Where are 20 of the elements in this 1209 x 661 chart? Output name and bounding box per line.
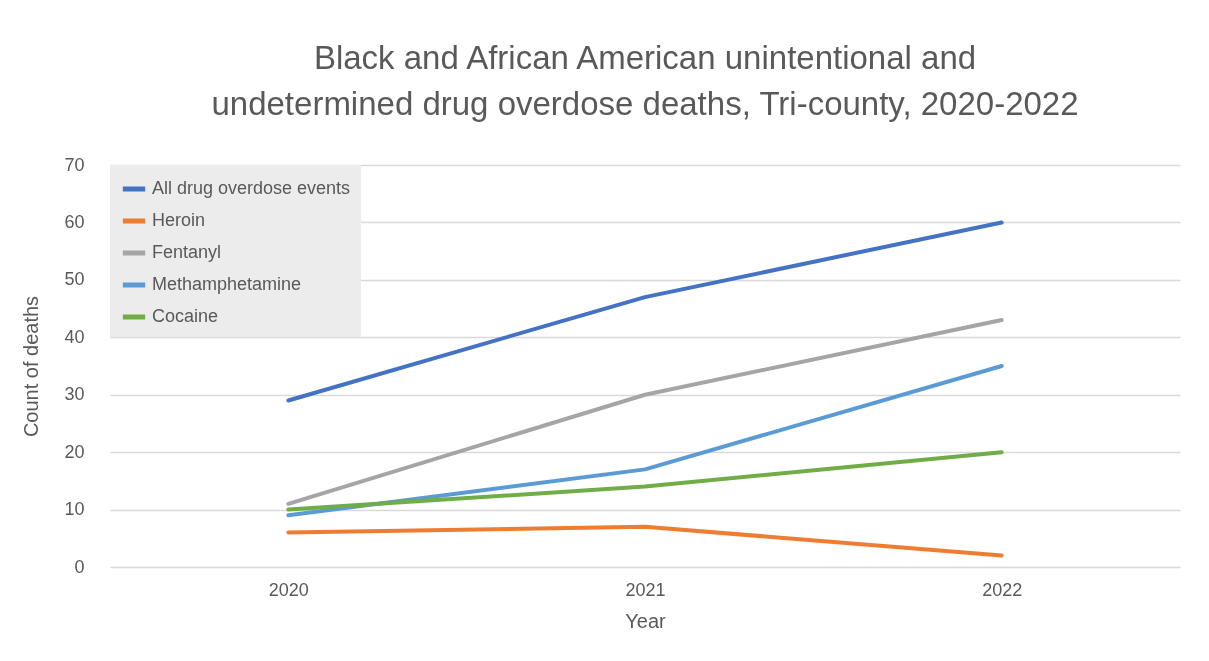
text: undetermined drug overdose deaths, Tri-county, 2020-2022 bbox=[211, 85, 1079, 122]
y-tick-label: 30 bbox=[64, 384, 85, 405]
y-tick-label: 40 bbox=[64, 326, 85, 347]
y-tick-label: 0 bbox=[74, 556, 85, 577]
legend-label: Methamphetamine bbox=[152, 274, 302, 294]
x-tick-label: 2021 bbox=[625, 579, 666, 600]
legend-label: Cocaine bbox=[152, 306, 219, 326]
y-tick-label: 70 bbox=[64, 154, 85, 175]
legend-label: Fentanyl bbox=[152, 242, 222, 262]
y-axis-title: Count of deaths bbox=[20, 295, 43, 438]
x-tick-label: 2022 bbox=[982, 579, 1023, 600]
y-tick-label: 60 bbox=[64, 211, 85, 232]
legend-label: All drug overdose events bbox=[152, 178, 351, 198]
x-axis-title: Year bbox=[625, 609, 667, 632]
text: Black and African American unintentional and bbox=[313, 39, 977, 76]
y-tick-label: 10 bbox=[64, 499, 85, 520]
x-tick-label: 2020 bbox=[268, 579, 309, 600]
legend-label: Heroin bbox=[152, 210, 206, 230]
y-tick-label: 50 bbox=[64, 269, 85, 290]
y-tick-label: 20 bbox=[64, 441, 85, 462]
